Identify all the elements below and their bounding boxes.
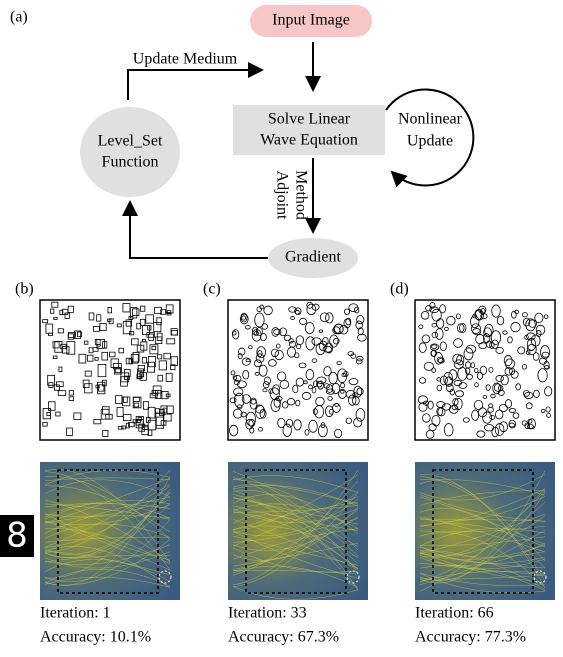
nonlinear-text: Nonlinear	[398, 111, 463, 128]
solve-text: Solve Linear	[268, 111, 351, 128]
level-set-ellipse	[80, 107, 180, 197]
adjoint-text: Adjoint	[273, 171, 290, 220]
solve-text: Wave Equation	[260, 132, 358, 149]
gradient-text: Gradient	[285, 249, 342, 266]
accuracy: Accuracy: 67.3%	[228, 629, 339, 646]
panels: (b) Iteration: 1 Accuracy: 10.1% (c) Iterati…	[15, 281, 555, 646]
input-text: Input Image	[272, 12, 350, 29]
accuracy: Accuracy: 77.3%	[415, 629, 526, 646]
update-medium: Update Medium	[133, 51, 238, 68]
accuracy: Accuracy: 10.1%	[40, 629, 151, 646]
iteration: Iteration: 33	[228, 605, 307, 622]
figure: (a) Input Image Update Medium Solve Line…	[0, 0, 563, 657]
iteration: Iteration: 1	[40, 605, 111, 622]
iteration: Iteration: 66	[415, 605, 494, 622]
panel-label: (c)	[203, 281, 221, 298]
arrow	[128, 70, 262, 100]
level-set-text: Function	[102, 154, 159, 171]
panel-label: (b)	[15, 281, 34, 298]
nonlinear-text: Update	[407, 133, 453, 150]
arrow	[130, 202, 268, 258]
level-set-text: Level_Set	[98, 133, 163, 150]
adjoint-text: Method	[292, 170, 309, 220]
panel-label: (d)	[390, 281, 409, 298]
digit: 8	[6, 516, 28, 556]
diagram-label: (a)	[10, 9, 28, 26]
